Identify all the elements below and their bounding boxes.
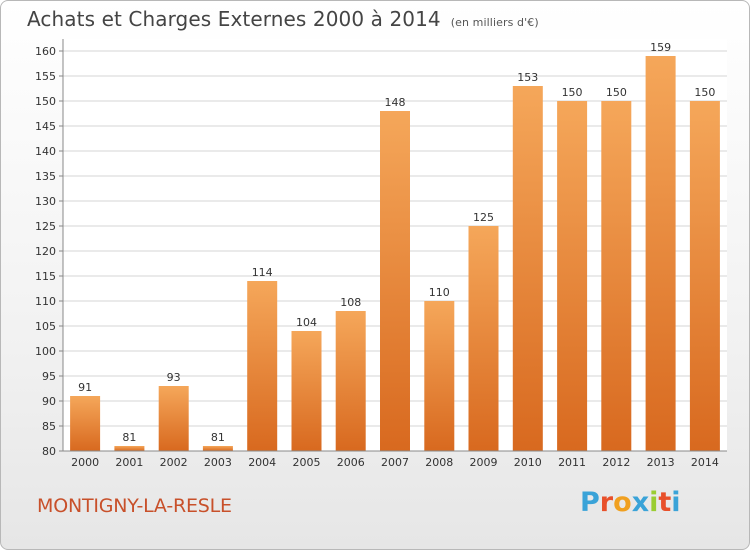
logo-letter: i bbox=[649, 487, 659, 518]
logo-letter: P bbox=[580, 487, 600, 518]
value-label: 148 bbox=[385, 96, 406, 109]
y-axis: 80 85 90 95 100 105 110 115 120 125 130 135 140 145 15… bbox=[35, 39, 64, 458]
commune-name: MONTIGNY-LA-RESLE bbox=[37, 495, 232, 517]
x-tick-label: 2010 bbox=[514, 456, 542, 469]
y-tick-label: 120 bbox=[35, 245, 56, 258]
x-tick-label: 2005 bbox=[292, 456, 320, 469]
value-label: 108 bbox=[340, 296, 361, 309]
bar-2013 bbox=[645, 56, 676, 451]
bar-2006 bbox=[335, 311, 366, 451]
bar-2005 bbox=[291, 331, 322, 451]
bar-2007 bbox=[380, 111, 410, 451]
bar-2009 bbox=[468, 226, 499, 451]
logo-letter: x bbox=[631, 487, 650, 518]
y-tick-label: 150 bbox=[35, 95, 56, 108]
y-tick-label: 145 bbox=[35, 120, 56, 133]
x-tick-label: 2009 bbox=[470, 456, 498, 469]
bar-2014 bbox=[689, 101, 720, 451]
value-label: 150 bbox=[606, 86, 627, 99]
chart-title: Achats et Charges Externes 2000 à 2014 (e… bbox=[27, 7, 539, 31]
y-tick-label: 100 bbox=[35, 345, 56, 358]
value-label: 110 bbox=[429, 286, 450, 299]
value-label: 114 bbox=[252, 266, 273, 279]
logo-letter: r bbox=[599, 487, 614, 518]
x-tick-label: 2012 bbox=[602, 456, 630, 469]
x-tick-label: 2002 bbox=[160, 456, 188, 469]
bar-2010 bbox=[512, 86, 543, 451]
logo-letter: t bbox=[658, 487, 672, 518]
chart-subtitle: (en milliers d'€) bbox=[450, 16, 539, 29]
title-text: Achats et Charges Externes 2000 à 2014 bbox=[27, 7, 441, 31]
bar-2008 bbox=[424, 301, 455, 451]
x-tick-label: 2013 bbox=[647, 456, 675, 469]
x-tick-label: 2011 bbox=[558, 456, 586, 469]
x-tick-label: 2003 bbox=[204, 456, 232, 469]
y-tick-label: 155 bbox=[35, 70, 56, 83]
y-tick-label: 160 bbox=[35, 45, 56, 58]
value-label: 150 bbox=[694, 86, 715, 99]
bar-2000 bbox=[70, 396, 101, 451]
value-label: 125 bbox=[473, 211, 494, 224]
y-tick-label: 140 bbox=[35, 145, 56, 158]
value-label: 81 bbox=[122, 431, 136, 444]
value-label: 81 bbox=[211, 431, 225, 444]
y-tick-label: 85 bbox=[42, 420, 56, 433]
y-tick-label: 135 bbox=[35, 170, 56, 183]
x-tick-label: 2014 bbox=[691, 456, 719, 469]
value-label: 153 bbox=[517, 71, 538, 84]
x-tick-label: 2007 bbox=[381, 456, 409, 469]
value-label: 93 bbox=[167, 371, 181, 384]
value-label: 104 bbox=[296, 316, 317, 329]
logo-letter: o bbox=[613, 487, 632, 518]
x-tick-label: 2006 bbox=[337, 456, 365, 469]
y-tick-label: 95 bbox=[42, 370, 56, 383]
bar-2003 bbox=[202, 446, 233, 451]
y-tick-label: 110 bbox=[35, 295, 56, 308]
bar-2001 bbox=[114, 446, 145, 451]
y-tick-label: 105 bbox=[35, 320, 56, 333]
x-tick-label: 2001 bbox=[115, 456, 143, 469]
proxiti-logo[interactable]: Proxiti bbox=[580, 487, 681, 518]
y-tick-label: 125 bbox=[35, 220, 56, 233]
y-tick-label: 90 bbox=[42, 395, 56, 408]
x-axis: 2000 2001 2002 2003 2004 2005 2006 2007 2008 2009… bbox=[63, 450, 727, 469]
value-label: 91 bbox=[78, 381, 92, 394]
bars: 91 81 93 81 114 104 108 148 110 125 153 150 150 159 15… bbox=[70, 41, 720, 451]
logo-letter: i bbox=[671, 487, 681, 518]
y-tick-label: 115 bbox=[35, 270, 56, 283]
value-label: 159 bbox=[650, 41, 671, 54]
value-label: 150 bbox=[562, 86, 583, 99]
x-tick-label: 2000 bbox=[71, 456, 99, 469]
y-tick-label: 80 bbox=[42, 445, 56, 458]
bar-2002 bbox=[158, 386, 189, 451]
x-tick-label: 2004 bbox=[248, 456, 276, 469]
bar-2004 bbox=[247, 281, 278, 451]
bar-2012 bbox=[601, 101, 632, 451]
bar-2011 bbox=[557, 101, 588, 451]
y-tick-label: 130 bbox=[35, 195, 56, 208]
x-tick-label: 2008 bbox=[425, 456, 453, 469]
